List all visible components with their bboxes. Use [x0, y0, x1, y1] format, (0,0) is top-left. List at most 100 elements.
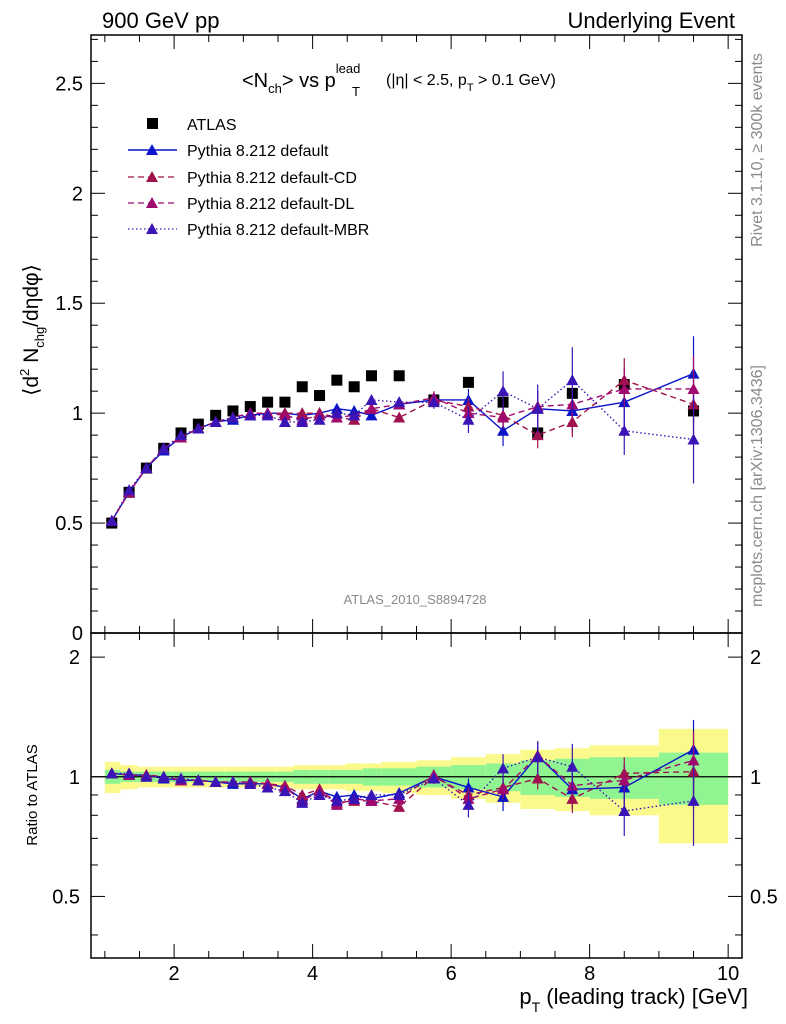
- data-point: [296, 381, 308, 393]
- data-point-outline: [159, 443, 169, 453]
- data-point-outline: [332, 375, 342, 385]
- data-point: [531, 751, 544, 763]
- data-point: [105, 514, 118, 526]
- data-point: [687, 382, 700, 394]
- data-point: [244, 409, 257, 421]
- data-point-outline: [689, 406, 699, 416]
- data-point: [618, 805, 631, 817]
- series-line: [111, 379, 694, 522]
- y-tick-label: 1: [72, 403, 83, 425]
- data-point: [393, 411, 406, 423]
- data-point: [296, 407, 309, 419]
- data-point: [618, 774, 631, 786]
- ratio-y-tick-label-right: 2: [750, 647, 761, 669]
- data-point: [261, 781, 274, 793]
- legend-label-mbr: Pythia 8.212 default-MBR: [187, 222, 369, 239]
- y-tick-label: 0.5: [55, 513, 83, 535]
- series-line: [111, 756, 694, 812]
- data-point-outline: [141, 463, 151, 473]
- data-point: [296, 788, 309, 800]
- data-point: [313, 788, 326, 800]
- data-point: [497, 762, 510, 774]
- data-point-outline: [124, 487, 134, 497]
- legend-label-default: Pythia 8.212 default: [187, 143, 329, 160]
- data-point: [157, 442, 170, 454]
- ratio-y-tick-label-right: 0.5: [750, 886, 778, 908]
- data-point: [393, 370, 405, 382]
- data-point: [365, 788, 378, 800]
- legend-label-atlas: ATLAS: [187, 117, 237, 134]
- legend-marker-default: [146, 144, 158, 155]
- data-point: [123, 484, 136, 496]
- ratio-y-tick-label: 1: [69, 767, 80, 789]
- data-point-outline: [280, 397, 290, 407]
- data-point: [365, 370, 377, 382]
- data-point: [209, 776, 222, 788]
- data-point: [227, 405, 239, 417]
- data-point: [427, 772, 440, 784]
- ratio-y-tick-label-right: 1: [750, 767, 761, 789]
- data-point: [210, 409, 222, 421]
- data-point: [348, 792, 361, 804]
- data-point: [175, 772, 188, 784]
- data-point: [427, 396, 440, 408]
- y-tick-label: 2.5: [55, 73, 83, 95]
- data-point: [497, 424, 510, 436]
- x-tick-label: 2: [169, 963, 180, 985]
- data-point: [313, 413, 326, 425]
- header-left: 900 GeV pp: [102, 8, 219, 33]
- data-point-outline: [228, 406, 238, 416]
- data-point: [687, 794, 700, 806]
- data-point: [330, 794, 343, 806]
- main-series-pythia-8-212-default-mbr: [105, 347, 700, 526]
- data-point-outline: [176, 428, 186, 438]
- x-tick-label: 10: [717, 963, 739, 985]
- data-point-outline: [107, 518, 117, 528]
- data-point: [393, 800, 406, 812]
- data-point: [175, 429, 188, 441]
- data-point: [226, 776, 239, 788]
- data-point: [348, 409, 361, 421]
- series-line: [111, 770, 694, 808]
- data-point: [618, 382, 631, 394]
- data-point-outline: [533, 428, 543, 438]
- series-line: [111, 379, 694, 522]
- y-tick-label: 0: [72, 623, 83, 645]
- data-point: [365, 402, 378, 414]
- data-point: [209, 415, 222, 427]
- data-point: [330, 407, 343, 419]
- main-series-pythia-8-212-default-cd: [105, 358, 700, 526]
- series-line: [111, 754, 694, 806]
- data-point: [497, 385, 510, 397]
- data-point: [365, 794, 378, 806]
- series-line: [111, 388, 694, 522]
- y-tick-label: 1.5: [55, 293, 83, 315]
- header-right: Underlying Event: [567, 8, 735, 33]
- ratio-y-tick-label: 0.5: [52, 886, 80, 908]
- data-point-outline: [211, 410, 221, 420]
- data-point: [123, 767, 136, 779]
- data-point-outline: [297, 382, 307, 392]
- data-point: [687, 433, 700, 445]
- data-point: [497, 783, 510, 795]
- data-series: [105, 336, 700, 846]
- data-point-outline: [394, 371, 404, 381]
- data-point: [393, 396, 406, 408]
- data-point: [314, 390, 326, 402]
- legend-marker-cd: [146, 171, 158, 182]
- data-point: [566, 415, 579, 427]
- data-point-outline: [463, 377, 473, 387]
- data-point: [140, 770, 153, 782]
- data-point: [278, 785, 291, 797]
- data-point: [261, 409, 274, 421]
- data-point: [296, 796, 309, 808]
- x-axis-label: pT (leading track) [GeV]: [519, 984, 748, 1015]
- y-tick-label: 2: [72, 183, 83, 205]
- data-point: [687, 754, 700, 766]
- data-point: [348, 381, 360, 393]
- analysis-id: ATLAS_2010_S8894728: [344, 592, 487, 607]
- data-point-outline: [263, 397, 273, 407]
- plot-title-p-sub: T: [352, 84, 360, 99]
- data-point: [279, 396, 291, 408]
- ratio-series-pythia-8-212-default-mbr: [105, 741, 700, 846]
